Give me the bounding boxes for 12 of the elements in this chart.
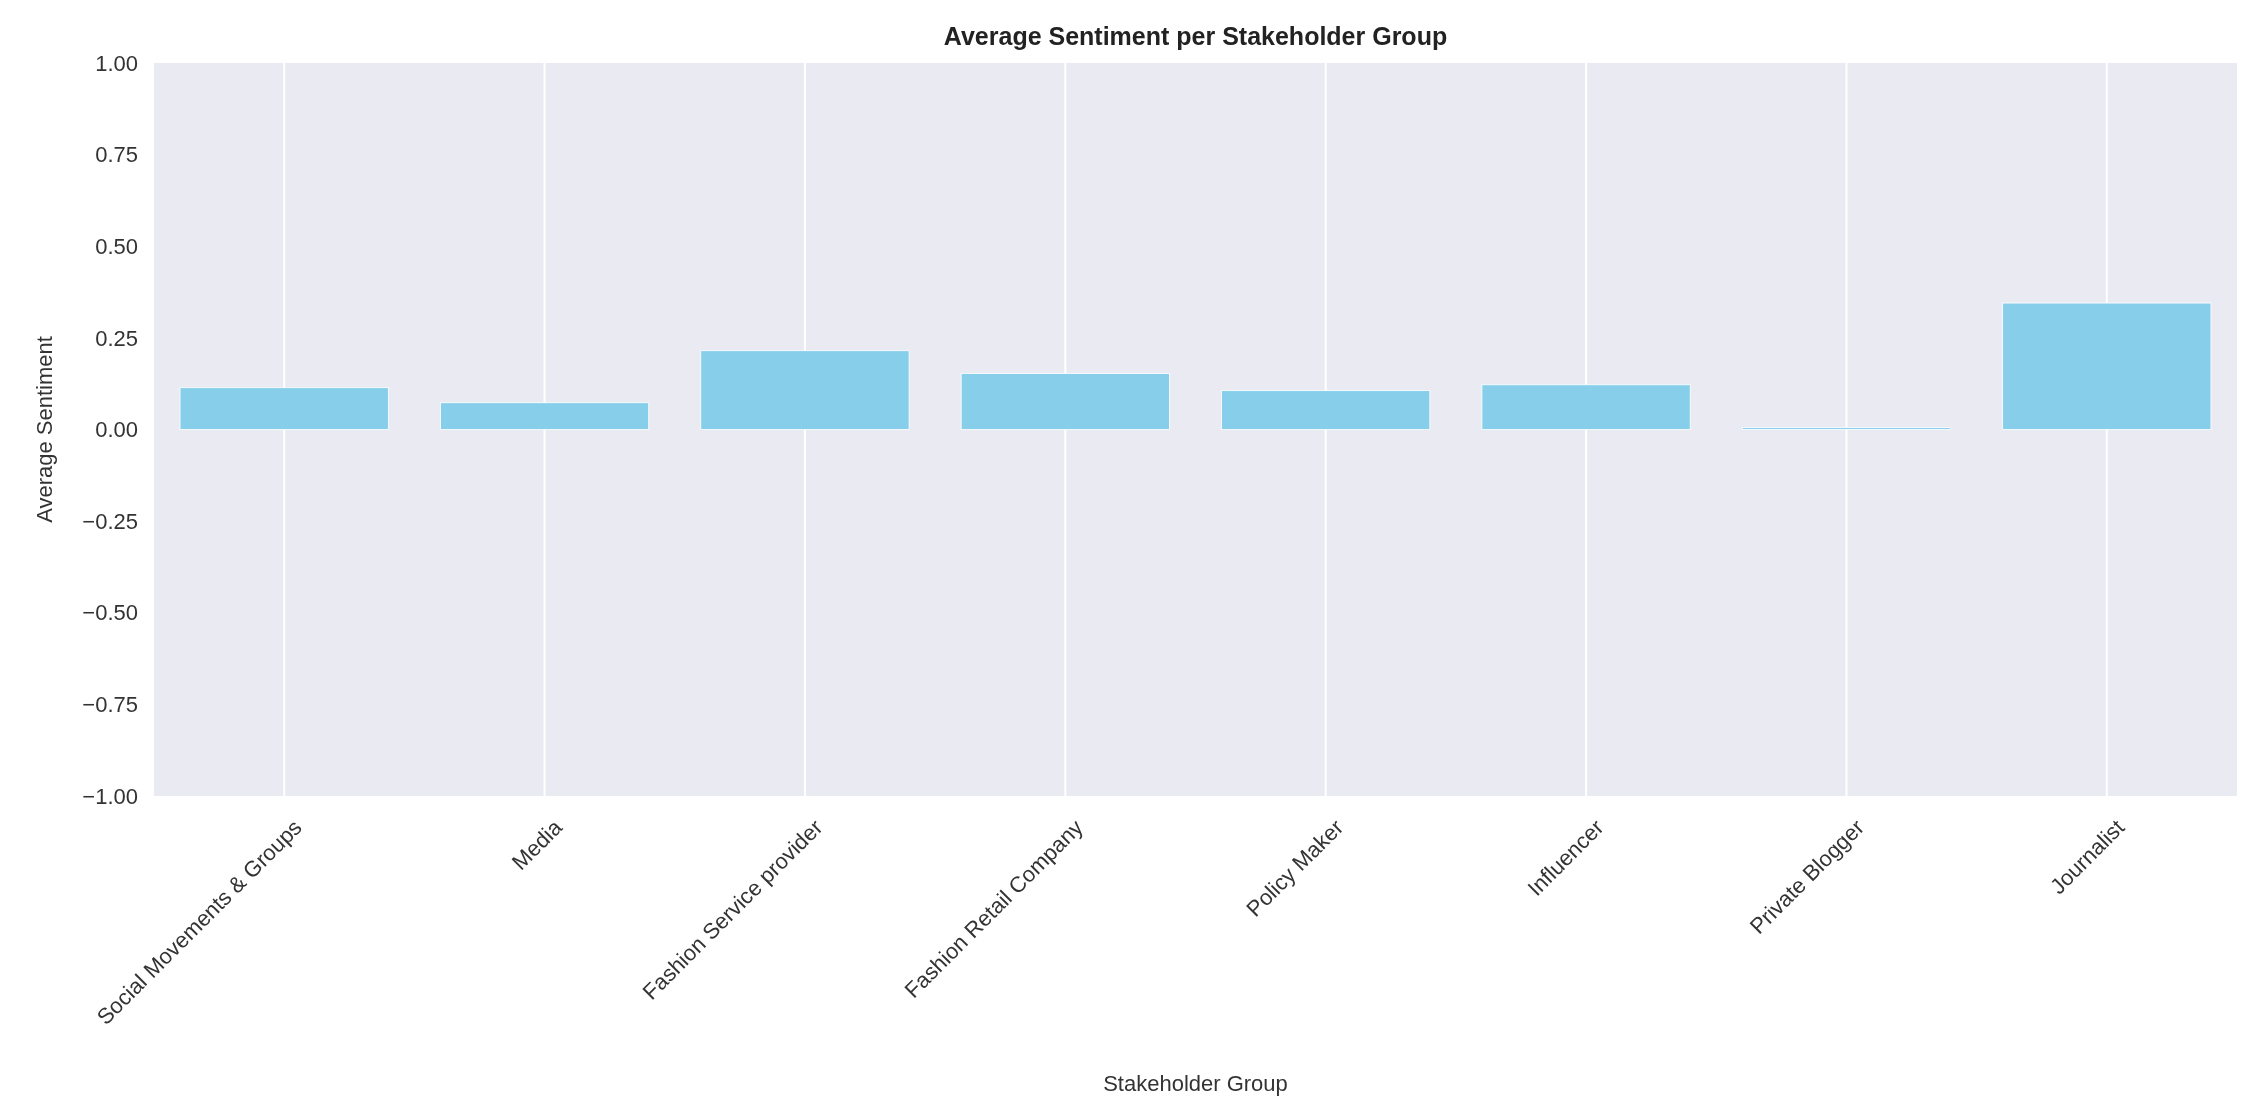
y-tick-label: 0.50 [95,233,138,259]
y-tick-label: 1.00 [95,50,138,76]
chart-title: Average Sentiment per Stakeholder Group [943,22,1448,50]
y-axis-title: Average Sentiment [32,336,57,523]
y-tick-label: 0.00 [95,417,138,443]
y-tick-label: 0.25 [95,325,138,351]
y-tick-label: −0.50 [82,600,138,626]
y-tick-label: −0.25 [82,508,138,534]
y-tick-label: −0.75 [82,692,138,718]
y-tick-label: −1.00 [82,783,138,809]
y-tick-label: 0.75 [95,142,138,168]
x-axis-title: Stakeholder Group [1103,1071,1288,1096]
